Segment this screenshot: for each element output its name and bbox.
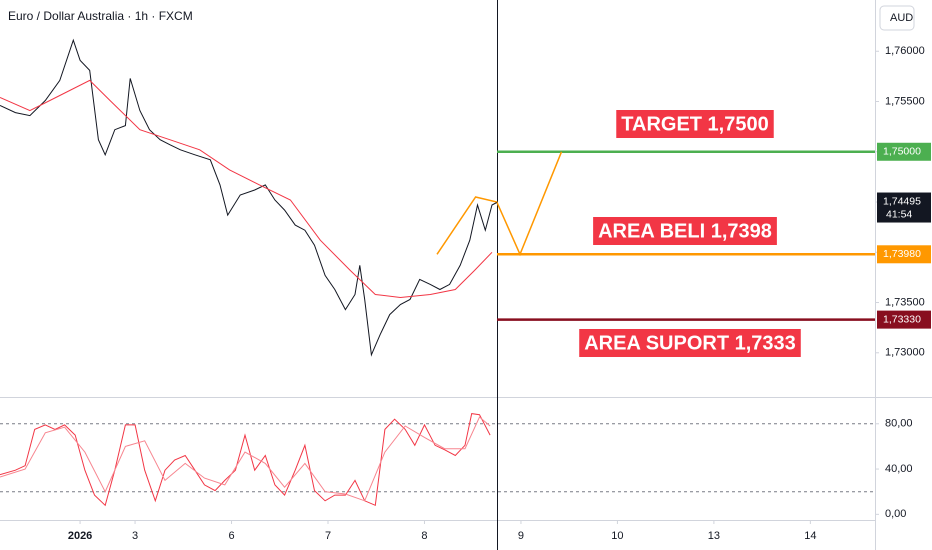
x-tick-label: 14 [804, 530, 816, 542]
level-badge [877, 310, 931, 329]
y-tick-label: 1,73000 [885, 347, 925, 359]
projection-line [436, 151, 563, 257]
x-tick-label: 2026 [68, 530, 92, 542]
y-tick-label: 1,73500 [885, 296, 925, 308]
x-tick-label: 7 [325, 530, 331, 542]
level-badge [877, 245, 931, 264]
level-badge-label: 1,73980 [883, 248, 921, 260]
y-tick-label: 80,00 [885, 418, 913, 430]
level-label: AREA BELI 1,7398 [598, 220, 772, 242]
x-tick-label: 3 [132, 530, 138, 542]
x-tick-label: 8 [421, 530, 427, 542]
x-tick-label: 13 [708, 530, 720, 542]
series-line [0, 413, 491, 507]
countdown-label: 41:54 [886, 208, 912, 220]
level-label-box [593, 217, 777, 245]
level-badge-label: 1,75000 [883, 146, 921, 158]
y-tick-label: 1,76000 [885, 45, 925, 57]
level-label-box [616, 110, 774, 138]
current-price-badge [877, 192, 931, 223]
y-tick-label: 1,75500 [885, 95, 925, 107]
series-line [0, 38, 498, 357]
series-line [0, 416, 491, 502]
level-label-box [579, 329, 801, 357]
current-price-label: 1,74495 [883, 195, 921, 207]
series-line [0, 79, 493, 299]
y-tick-label: 40,00 [885, 463, 913, 475]
level-badge [877, 142, 931, 161]
level-label: TARGET 1,7500 [621, 113, 768, 135]
y-tick-label: 0,00 [885, 508, 906, 520]
x-tick-label: 9 [518, 530, 524, 542]
level-label: AREA SUPORT 1,7333 [584, 332, 796, 354]
x-tick-label: 10 [611, 530, 623, 542]
currency-box [879, 5, 915, 31]
level-badge-label: 1,73330 [883, 313, 921, 325]
x-tick-label: 6 [228, 530, 234, 542]
currency: AUD [890, 12, 913, 24]
title: Euro / Dollar Australia · 1h · FXCM [8, 9, 193, 23]
